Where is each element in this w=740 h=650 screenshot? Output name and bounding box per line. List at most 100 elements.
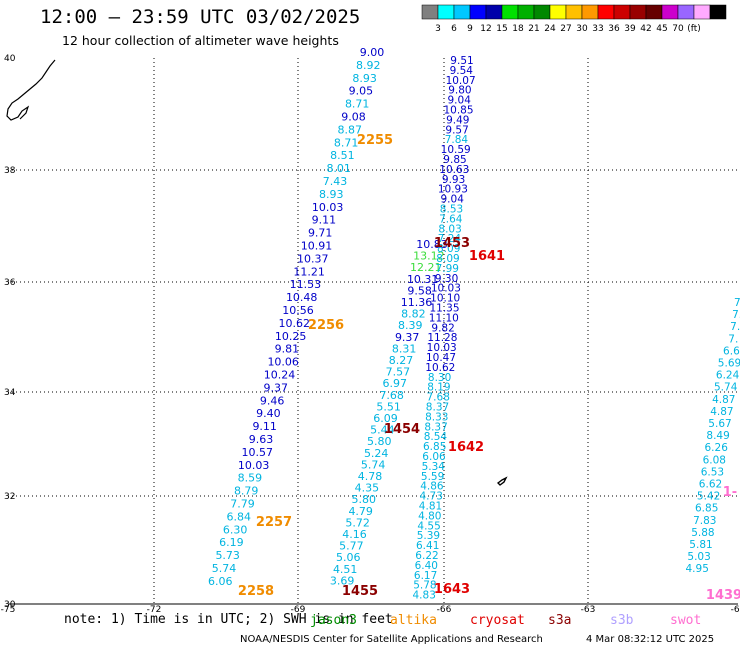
swh-value: 5.44 [370,424,395,437]
legend-s3a: s3a [548,613,572,628]
swh-value: 8.93 [352,72,377,85]
legend-jason3: jason3 [310,613,357,628]
swh-value: 5.59 [421,471,444,483]
swh-value: 8.30 [428,372,451,384]
swh-value: 7. [734,297,740,309]
swh-value: 10.37 [297,252,329,265]
lat-label: 32 [4,492,15,502]
pass-time-label: 2257 [256,515,292,530]
legend-cryosat: cryosat [470,613,525,628]
colorbar-tick-label: 15 [496,24,507,34]
coastline [6,59,508,486]
swh-value: 5.51 [376,400,401,413]
lat-label: 30 [4,600,16,610]
swh-value: 8.93 [319,188,344,201]
colorbar-swatch [709,4,727,20]
swh-value: 9.37 [395,331,420,344]
swh-value: 5.67 [708,418,731,430]
swh-value: 10.07 [446,75,476,87]
pass-time-label: 1643 [434,582,470,597]
colorbar-swatch [661,4,679,20]
swh-value: 9.04 [448,95,472,107]
lon-label: -75 [1,605,16,615]
swh-value: 11.21 [293,265,325,278]
coastline-path [6,59,56,121]
swh-value: 5.39 [417,530,440,542]
swh-value: 9.57 [445,124,468,136]
swh-value: 6.08 [703,454,726,466]
colorbar-swatch [597,4,615,20]
colorbar-tick-label: 18 [512,24,524,34]
pass-time-label: 1439 [706,588,740,603]
swh-value: 6.06 [422,451,446,463]
swh-value: 9.81 [275,343,300,356]
color-scale-bar: 3 6 9 12 15 18 21 24 27 30 33 36 39 42 45 70 (ft) [421,4,727,34]
colorbar-tick-label: 70 [672,24,684,34]
swh-value: 10.03 [431,283,461,295]
swh-value: 6.26 [705,442,729,454]
swh-value: 6.40 [415,560,438,572]
swh-value: 7. [728,333,738,345]
swh-value: 9.82 [431,322,454,334]
swh-value: 6.24 [716,370,740,382]
swh-value: 6.06 [208,575,233,588]
swh-value: 11.10 [429,312,459,324]
altimeter-track: 7.7.7.7.6.65.696.245.744.874.875.678.496… [686,297,740,575]
colorbar-tick-label: 21 [528,24,539,34]
swh-value: 10.83 [416,238,448,251]
pass-time-label: 1642 [448,440,484,455]
swh-value: 6.97 [383,377,408,390]
lat-label: 40 [4,54,16,64]
swh-value: 9.80 [448,85,471,97]
swh-value: 9.04 [441,194,465,206]
swh-value: 8.37 [424,421,447,433]
pass-time-label: 1453 [434,236,470,251]
swh-value: 9.85 [443,154,466,166]
swh-value: 6.85 [695,503,718,515]
swh-value: 4.79 [348,505,373,518]
altimeter-track: 9.008.928.939.058.719.088.878.718.518.01… [208,46,384,588]
pass-time-label: 2255 [357,133,393,148]
swh-value: 5.74 [714,382,738,394]
swh-value: 7.83 [693,515,716,527]
swh-value: 7.57 [386,366,411,379]
swh-value: 7. [730,321,740,333]
colorbar-tick-label: 30 [576,24,588,34]
swh-value: 7.68 [427,392,450,404]
swh-value: 8.37 [426,402,449,414]
swh-value: 5.80 [367,435,392,448]
swh-value: 4.73 [420,491,443,503]
swh-value: 10.47 [426,352,456,364]
swh-value: 9.11 [312,214,337,227]
pass-time-label: 1454 [384,422,420,437]
swh-value: 4.51 [333,563,358,576]
swh-value: 13.12 [413,250,445,263]
swh-value: 7.43 [323,175,348,188]
swh-value: 8.54 [424,431,448,443]
colorbar-tick-label: 39 [624,24,636,34]
swh-value: 11.36 [401,296,433,309]
colorbar-tick-label: 12 [480,24,491,34]
swh-value: 5.69 [718,358,740,370]
swh-value: 10.63 [439,164,469,176]
colorbar-tick-label: 6 [451,24,457,34]
lat-lon-grid [8,58,738,604]
swh-value: 11.53 [290,278,322,291]
swh-value: 8.27 [389,354,414,367]
altimeter-track: 10.8313.1212.2110.319.5811.368.828.399.3… [330,238,448,587]
swh-value: 10.31 [407,273,439,286]
swh-value: 10.93 [438,184,468,196]
colorbar-swatch [693,4,711,20]
colorbar-tick-label: 3 [435,24,441,34]
swh-value: 6.19 [219,536,244,549]
colorbar-swatch [549,4,567,20]
swh-value: 9.49 [446,114,469,126]
swh-value: 9.63 [249,433,274,446]
swh-value: 5.77 [339,540,364,553]
swh-value: 8.51 [330,149,355,162]
swh-value: 9.58 [407,284,432,297]
swh-value: 6.41 [416,540,439,552]
colorbar-swatch [453,4,471,20]
swh-value: 6.53 [701,466,724,478]
longitude-labels: -75 -72 -69 -66 -63 -60 [1,605,740,615]
